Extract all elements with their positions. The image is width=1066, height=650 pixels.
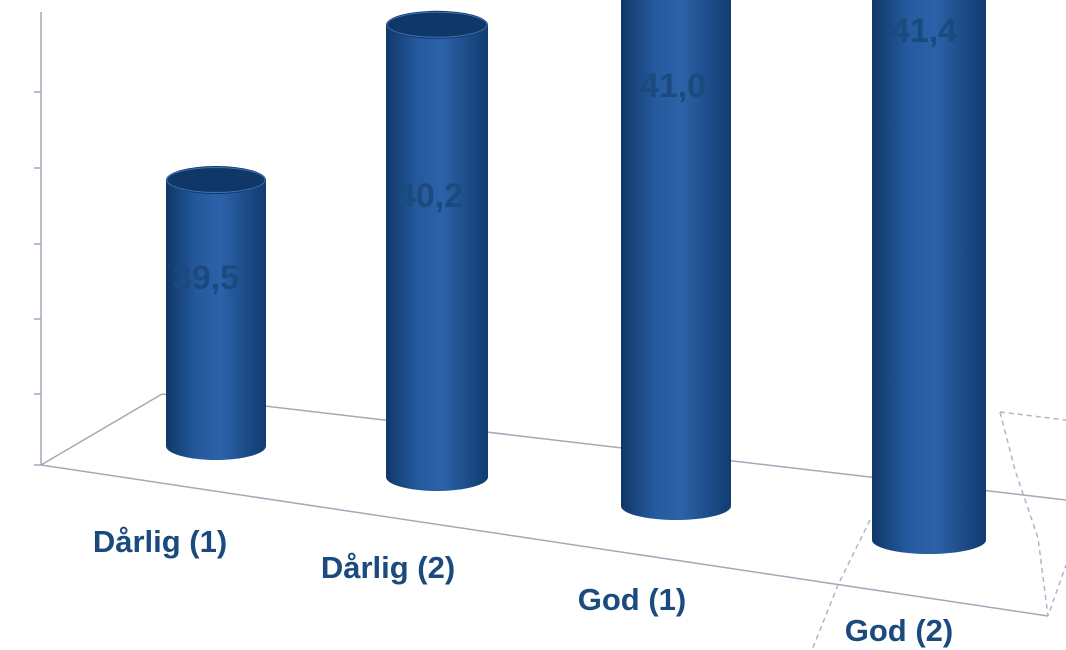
value-label-1: 39,5	[173, 259, 239, 297]
value-label-2: 40,2	[397, 177, 463, 215]
bar-4	[872, 0, 986, 554]
category-label-3: God (1)	[578, 582, 687, 617]
bar-top-rim	[166, 167, 266, 193]
floor-left-edge	[40, 393, 163, 466]
category-label-1: Dårlig (1)	[93, 524, 227, 559]
value-label-3: 41,0	[640, 67, 706, 105]
category-label-2: Dårlig (2)	[321, 550, 455, 585]
bar-body	[166, 180, 266, 460]
selection-outline	[811, 411, 1066, 650]
selection-edge	[999, 411, 1066, 617]
bar-3	[621, 0, 731, 520]
bars-group	[166, 0, 986, 554]
bar-1	[166, 166, 266, 460]
selection-edge	[999, 411, 1066, 421]
selection-edge	[811, 519, 871, 650]
bar-body	[386, 24, 488, 491]
bar-2	[386, 10, 488, 491]
bar-body	[872, 0, 986, 554]
x-axis-line	[40, 464, 1049, 617]
category-label-4: God (2)	[845, 613, 954, 648]
bar-top-rim	[386, 11, 488, 38]
bar-top	[386, 10, 488, 39]
bar-body	[621, 0, 731, 520]
bar-top	[166, 166, 266, 194]
value-label-4: 41,4	[891, 12, 957, 50]
